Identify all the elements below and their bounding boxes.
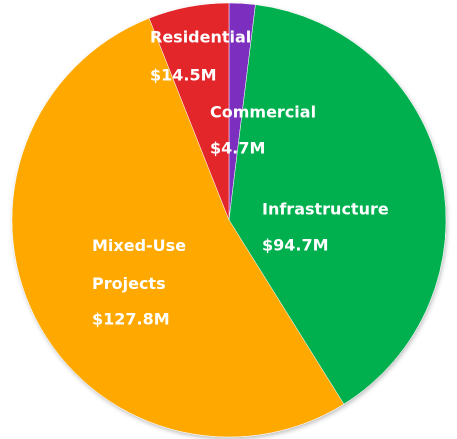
- pie-slice: [228, 4, 447, 405]
- slice-label: Residential: [150, 28, 251, 47]
- pie-slice: [148, 2, 230, 221]
- pie: [11, 2, 447, 438]
- slice-label: Infrastructure: [262, 200, 389, 219]
- labels: Commercial $4.7M Infrastructure $94.7M Mixed…: [92, 28, 389, 329]
- slice-value-label: $14.5M: [150, 66, 217, 85]
- slice-label: Commercial: [210, 103, 316, 122]
- slice-value-label: $4.7M: [210, 139, 265, 158]
- slice-value-label: $94.7M: [262, 236, 329, 255]
- slice-label: Mixed-Use Projects: [92, 236, 186, 293]
- slice-value-label: $127.8M: [92, 310, 170, 329]
- pie-slice: [11, 17, 345, 438]
